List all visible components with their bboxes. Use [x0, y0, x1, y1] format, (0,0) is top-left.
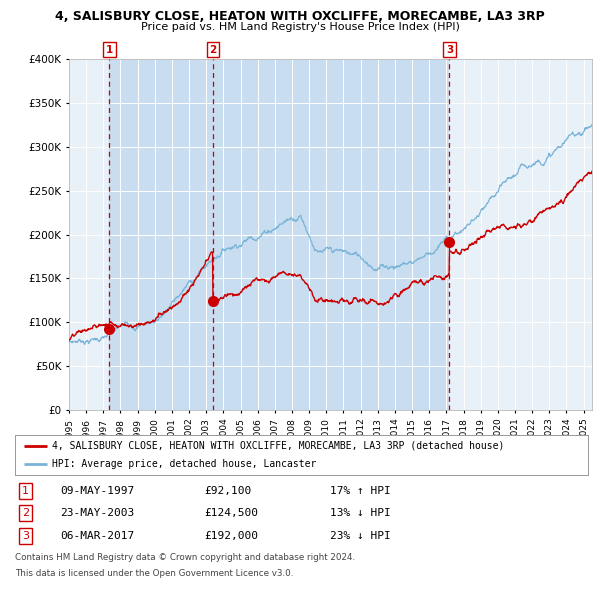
- Text: 1: 1: [22, 486, 29, 496]
- Text: 17% ↑ HPI: 17% ↑ HPI: [330, 486, 391, 496]
- Text: 3: 3: [446, 45, 453, 55]
- Text: 13% ↓ HPI: 13% ↓ HPI: [330, 509, 391, 518]
- Text: 09-MAY-1997: 09-MAY-1997: [60, 486, 134, 496]
- Text: 23% ↓ HPI: 23% ↓ HPI: [330, 531, 391, 540]
- Bar: [213, 59, 449, 410]
- Text: 2: 2: [209, 45, 217, 55]
- Text: 2: 2: [22, 509, 29, 518]
- Text: 1: 1: [106, 45, 113, 55]
- Text: Price paid vs. HM Land Registry's House Price Index (HPI): Price paid vs. HM Land Registry's House …: [140, 22, 460, 32]
- Text: £192,000: £192,000: [204, 531, 258, 540]
- Text: £124,500: £124,500: [204, 509, 258, 518]
- Bar: [449, 59, 592, 410]
- Text: This data is licensed under the Open Government Licence v3.0.: This data is licensed under the Open Gov…: [15, 569, 293, 578]
- Text: 06-MAR-2017: 06-MAR-2017: [60, 531, 134, 540]
- Bar: [69, 59, 109, 410]
- Text: HPI: Average price, detached house, Lancaster: HPI: Average price, detached house, Lanc…: [52, 459, 317, 469]
- Text: 23-MAY-2003: 23-MAY-2003: [60, 509, 134, 518]
- Text: 4, SALISBURY CLOSE, HEATON WITH OXCLIFFE, MORECAMBE, LA3 3RP (detached house): 4, SALISBURY CLOSE, HEATON WITH OXCLIFFE…: [52, 441, 505, 451]
- Text: 4, SALISBURY CLOSE, HEATON WITH OXCLIFFE, MORECAMBE, LA3 3RP: 4, SALISBURY CLOSE, HEATON WITH OXCLIFFE…: [55, 10, 545, 23]
- Text: £92,100: £92,100: [204, 486, 251, 496]
- Text: 3: 3: [22, 531, 29, 540]
- Text: Contains HM Land Registry data © Crown copyright and database right 2024.: Contains HM Land Registry data © Crown c…: [15, 553, 355, 562]
- Bar: [109, 59, 213, 410]
